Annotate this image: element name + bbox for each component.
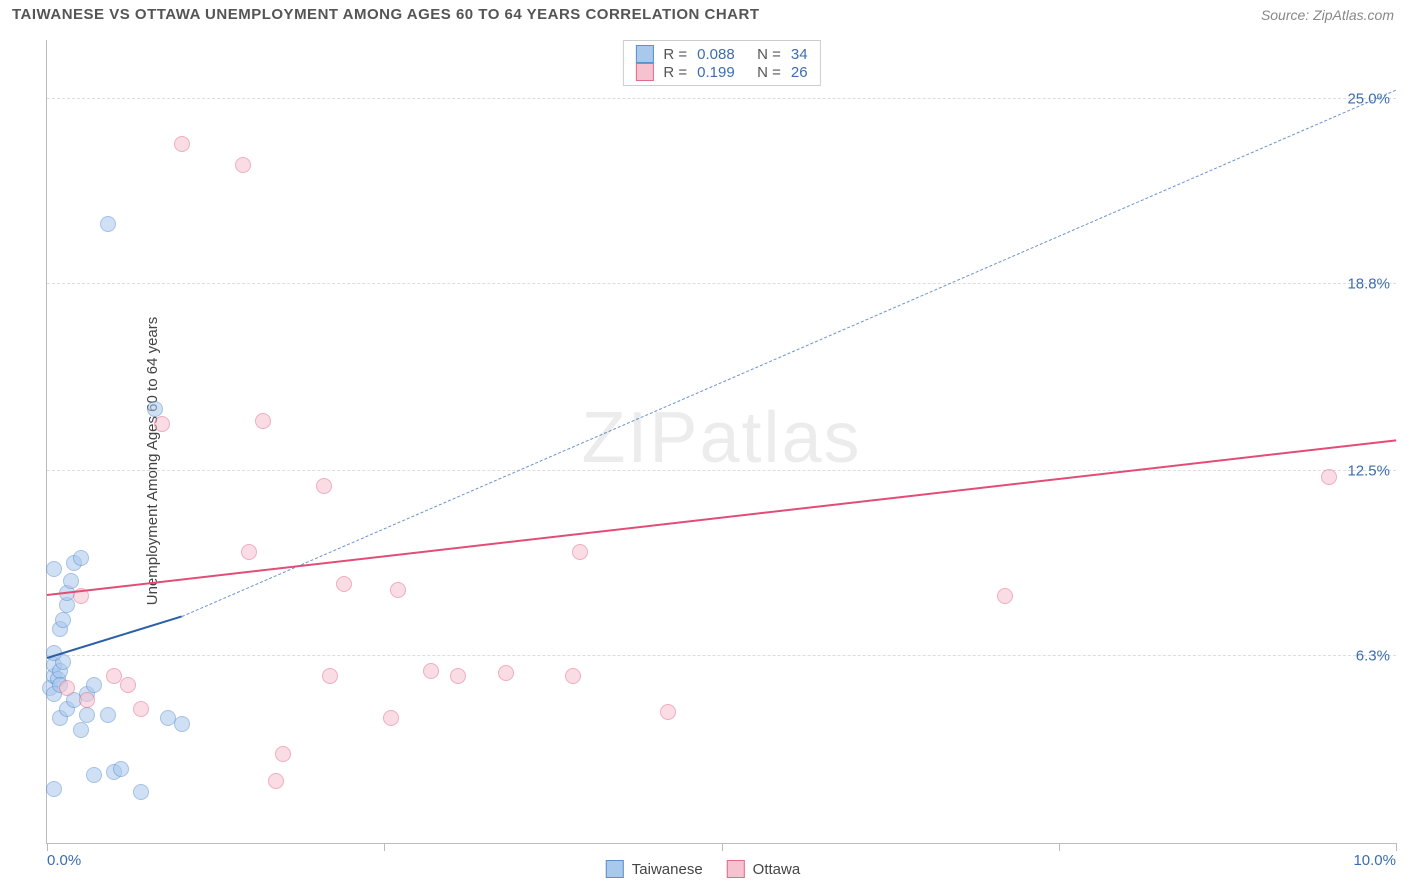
data-point xyxy=(390,582,406,598)
data-point xyxy=(147,401,163,417)
watermark: ZIPatlas xyxy=(581,396,861,478)
data-point xyxy=(572,544,588,560)
legend-r-label: R = xyxy=(663,64,687,81)
data-point xyxy=(63,573,79,589)
legend-swatch xyxy=(606,860,624,878)
legend-bottom-label: Ottawa xyxy=(753,861,801,878)
legend-bottom-label: Taiwanese xyxy=(632,861,703,878)
x-tick xyxy=(1059,843,1060,851)
legend-bottom-item: Taiwanese xyxy=(606,860,703,878)
legend-row: R = 0.199 N = 26 xyxy=(635,63,807,81)
data-point xyxy=(1321,469,1337,485)
data-point xyxy=(120,677,136,693)
data-point xyxy=(73,722,89,738)
legend-n-label: N = xyxy=(757,46,781,63)
legend-swatch xyxy=(727,860,745,878)
data-point xyxy=(79,692,95,708)
data-point xyxy=(336,576,352,592)
data-point xyxy=(46,781,62,797)
trend-line xyxy=(182,90,1396,617)
data-point xyxy=(55,612,71,628)
data-point xyxy=(100,216,116,232)
data-point xyxy=(79,707,95,723)
gridline xyxy=(47,98,1396,99)
data-point xyxy=(275,746,291,762)
x-tick xyxy=(47,843,48,851)
chart-title: TAIWANESE VS OTTAWA UNEMPLOYMENT AMONG A… xyxy=(12,6,760,23)
data-point xyxy=(322,668,338,684)
data-point xyxy=(235,157,251,173)
chart-area: Unemployment Among Ages 60 to 64 years Z… xyxy=(0,30,1406,892)
data-point xyxy=(154,416,170,432)
plot-region: ZIPatlas 6.3%12.5%18.8%25.0%0.0%10.0%R =… xyxy=(46,40,1396,844)
data-point xyxy=(316,478,332,494)
legend-n-value: 26 xyxy=(791,64,808,81)
x-max-label: 10.0% xyxy=(1353,852,1396,869)
data-point xyxy=(133,784,149,800)
gridline xyxy=(47,283,1396,284)
legend-swatch xyxy=(635,63,653,81)
data-point xyxy=(100,707,116,723)
data-point xyxy=(255,413,271,429)
data-point xyxy=(86,767,102,783)
legend-n-label: N = xyxy=(757,64,781,81)
data-point xyxy=(174,136,190,152)
x-min-label: 0.0% xyxy=(47,852,81,869)
legend-bottom: Taiwanese Ottawa xyxy=(606,860,800,878)
data-point xyxy=(268,773,284,789)
legend-r-value: 0.088 xyxy=(697,46,747,63)
legend-n-value: 34 xyxy=(791,46,808,63)
data-point xyxy=(383,710,399,726)
data-point xyxy=(86,677,102,693)
data-point xyxy=(174,716,190,732)
legend-r-label: R = xyxy=(663,46,687,63)
data-point xyxy=(46,561,62,577)
y-tick-label: 18.8% xyxy=(1347,275,1390,292)
legend-row: R = 0.088 N = 34 xyxy=(635,45,807,63)
data-point xyxy=(450,668,466,684)
source-label: Source: ZipAtlas.com xyxy=(1261,7,1394,23)
x-tick xyxy=(384,843,385,851)
data-point xyxy=(113,761,129,777)
data-point xyxy=(565,668,581,684)
legend-r-value: 0.199 xyxy=(697,64,747,81)
data-point xyxy=(59,680,75,696)
title-bar: TAIWANESE VS OTTAWA UNEMPLOYMENT AMONG A… xyxy=(0,0,1406,27)
gridline xyxy=(47,470,1396,471)
x-tick xyxy=(1396,843,1397,851)
trend-line xyxy=(47,440,1396,597)
data-point xyxy=(241,544,257,560)
legend-swatch xyxy=(635,45,653,63)
gridline xyxy=(47,655,1396,656)
data-point xyxy=(660,704,676,720)
data-point xyxy=(73,550,89,566)
data-point xyxy=(997,588,1013,604)
y-tick-label: 6.3% xyxy=(1356,647,1390,664)
data-point xyxy=(133,701,149,717)
legend-top: R = 0.088 N = 34 R = 0.199 N = 26 xyxy=(622,40,820,86)
data-point xyxy=(498,665,514,681)
data-point xyxy=(423,663,439,679)
y-tick-label: 12.5% xyxy=(1347,463,1390,480)
legend-bottom-item: Ottawa xyxy=(727,860,801,878)
x-tick xyxy=(722,843,723,851)
